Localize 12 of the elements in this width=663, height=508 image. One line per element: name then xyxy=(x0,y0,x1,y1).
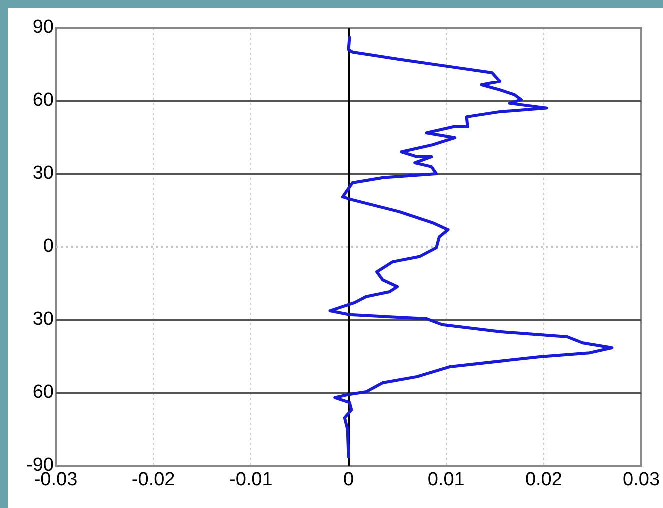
y-tick-label: 60 xyxy=(32,382,54,404)
x-tick-label: 0 xyxy=(343,470,354,491)
y-tick-label: 90 xyxy=(32,17,54,38)
y-tick-label: 30 xyxy=(32,163,54,184)
x-tick-label: -0.01 xyxy=(230,470,273,491)
x-tick-label: 0.03 xyxy=(623,470,660,491)
x-tick-label: 0.02 xyxy=(525,470,562,491)
y-tick-label: 60 xyxy=(32,90,54,112)
y-tick-label: 0 xyxy=(43,236,54,258)
x-tick-label: 0.01 xyxy=(428,470,465,491)
y-tick-label: 30 xyxy=(32,309,54,330)
x-tick-label: -0.02 xyxy=(132,470,176,491)
